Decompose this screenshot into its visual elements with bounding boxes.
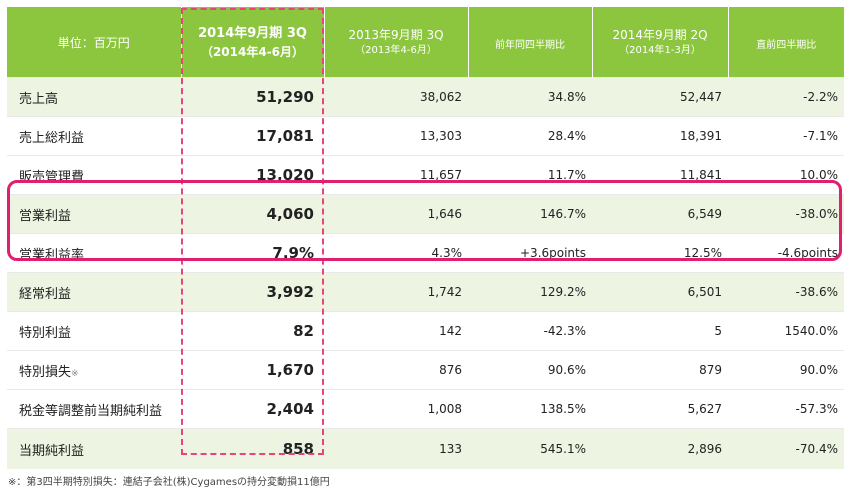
prior-quarter-value: 5: [592, 311, 728, 351]
yoy-value: 34.8%: [468, 77, 592, 117]
prior-year-value: 133: [324, 428, 468, 469]
row-label: 特別損失: [19, 364, 72, 380]
table-row: 売上高 51,290 38,062 34.8% 52,447 -2.2%: [7, 77, 844, 117]
yoy-value: 545.1%: [468, 428, 592, 469]
yoy-value: 90.6%: [468, 350, 592, 390]
prior-year-label: 2013年9月期 3Q: [348, 28, 444, 42]
yoy-value: 28.4%: [468, 116, 592, 156]
prior-year-value: 38,062: [324, 77, 468, 117]
qoq-label: 直前四半期比: [756, 39, 817, 51]
current-period-label: 2014年9月期 3Q: [198, 25, 307, 41]
current-value: 3,992: [181, 272, 324, 312]
yoy-value: 138.5%: [468, 389, 592, 429]
qoq-value: -4.6points: [728, 233, 844, 273]
table-row: 特別損失※ 1,670 876 90.6% 879 90.0%: [7, 350, 844, 390]
footnote: ※：第3四半期特別損失：連結子会社(株)Cygamesの持分変動損11億円: [8, 477, 330, 488]
table-row: 経常利益 3,992 1,742 129.2% 6,501 -38.6%: [7, 272, 844, 312]
prior-quarter-header: 2014年9月期 2Q （2014年1-3月）: [591, 7, 728, 78]
prior-quarter-value: 6,549: [592, 194, 728, 234]
current-value: 7.9%: [181, 233, 324, 273]
yoy-value: 146.7%: [468, 194, 592, 234]
prior-quarter-value: 6,501: [592, 272, 728, 312]
row-label: 特別利益: [7, 311, 181, 351]
row-label: 税金等調整前当期純利益: [7, 389, 181, 429]
current-value: 13,020: [181, 155, 324, 195]
qoq-header: 直前四半期比: [727, 7, 844, 78]
prior-year-value: 1,742: [324, 272, 468, 312]
prior-year-value: 1,008: [324, 389, 468, 429]
table-row: 営業利益率 7.9% 4.3% +3.6points 12.5% -4.6poi…: [7, 233, 844, 273]
table-row: 税金等調整前当期純利益 2,404 1,008 138.5% 5,627 -57…: [7, 389, 844, 429]
yoy-value: -42.3%: [468, 311, 592, 351]
unit-header: 単位：百万円: [7, 7, 181, 78]
table-row: 特別利益 82 142 -42.3% 5 1540.0%: [7, 311, 844, 351]
row-label: 営業利益率: [7, 233, 181, 273]
yoy-header: 前年同四半期比: [467, 7, 592, 78]
table-row: 売上総利益 17,081 13,303 28.4% 18,391 -7.1%: [7, 116, 844, 156]
current-period-range: （2014年4-6月）: [200, 44, 305, 59]
current-value: 51,290: [181, 77, 324, 117]
current-value: 17,081: [181, 116, 324, 156]
current-value: 1,670: [181, 350, 324, 390]
header-row: 単位：百万円 2014年9月期 3Q （2014年4-6月） 2013年9月期 …: [7, 7, 844, 78]
qoq-value: -2.2%: [728, 77, 844, 117]
prior-year-value: 142: [324, 311, 468, 351]
prior-quarter-label: 2014年9月期 2Q: [612, 28, 708, 42]
prior-year-range: （2013年4-6月）: [355, 45, 437, 56]
qoq-value: 10.0%: [728, 155, 844, 195]
yoy-value: 129.2%: [468, 272, 592, 312]
prior-quarter-value: 18,391: [592, 116, 728, 156]
table-row: 販売管理費 13,020 11,657 11.7% 11,841 10.0%: [7, 155, 844, 195]
qoq-value: -7.1%: [728, 116, 844, 156]
row-label: 営業利益: [7, 194, 181, 234]
qoq-value: 1540.0%: [728, 311, 844, 351]
unit-label: 単位：百万円: [57, 36, 130, 50]
prior-quarter-value: 2,896: [592, 428, 728, 469]
footnote-mark: ※: [71, 368, 79, 379]
prior-year-value: 1,646: [324, 194, 468, 234]
yoy-value: 11.7%: [468, 155, 592, 195]
current-value: 82: [181, 311, 324, 351]
row-label: 販売管理費: [7, 155, 181, 195]
row-label: 売上高: [7, 77, 181, 117]
yoy-value: +3.6points: [468, 233, 592, 273]
qoq-value: 90.0%: [728, 350, 844, 390]
prior-year-value: 876: [324, 350, 468, 390]
current-period-header: 2014年9月期 3Q （2014年4-6月）: [180, 7, 324, 78]
current-value: 4,060: [181, 194, 324, 234]
table-row: 営業利益 4,060 1,646 146.7% 6,549 -38.0%: [7, 194, 844, 234]
prior-year-header: 2013年9月期 3Q （2013年4-6月）: [323, 7, 468, 78]
current-value: 2,404: [181, 389, 324, 429]
qoq-value: -70.4%: [728, 428, 844, 469]
prior-quarter-value: 879: [592, 350, 728, 390]
qoq-value: -57.3%: [728, 389, 844, 429]
row-label: 売上総利益: [7, 116, 181, 156]
qoq-value: -38.6%: [728, 272, 844, 312]
table-row: 当期純利益 858 133 545.1% 2,896 -70.4%: [7, 428, 844, 469]
row-label: 経常利益: [7, 272, 181, 312]
yoy-label: 前年同四半期比: [495, 39, 565, 51]
row-label-cell: 特別損失※: [7, 350, 181, 390]
prior-quarter-value: 52,447: [592, 77, 728, 117]
prior-quarter-value: 5,627: [592, 389, 728, 429]
prior-quarter-range: （2014年1-3月）: [619, 45, 701, 56]
prior-quarter-value: 11,841: [592, 155, 728, 195]
prior-year-value: 13,303: [324, 116, 468, 156]
prior-year-value: 4.3%: [324, 233, 468, 273]
financial-results-table: 単位：百万円 2014年9月期 3Q （2014年4-6月） 2013年9月期 …: [7, 7, 844, 469]
current-value: 858: [181, 428, 324, 469]
prior-quarter-value: 12.5%: [592, 233, 728, 273]
row-label: 当期純利益: [7, 428, 181, 469]
prior-year-value: 11,657: [324, 155, 468, 195]
qoq-value: -38.0%: [728, 194, 844, 234]
